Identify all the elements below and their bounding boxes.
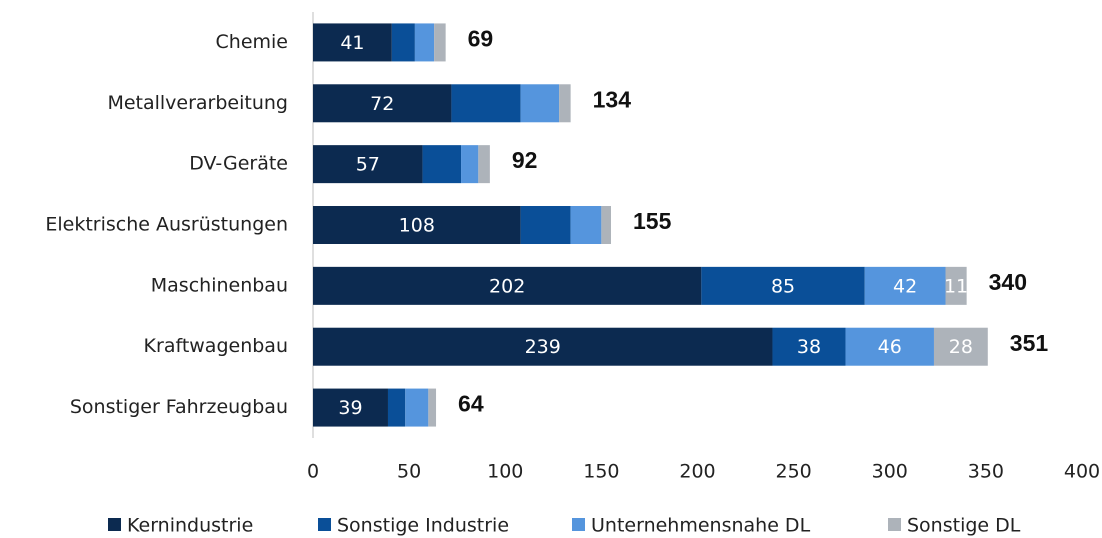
bar-segment (461, 145, 479, 184)
x-tick-label: 50 (397, 461, 421, 483)
value-label: 39 (338, 397, 362, 419)
bar-segment (387, 388, 406, 427)
value-label: 108 (399, 215, 435, 237)
bar-segment (434, 23, 446, 62)
bar-segment (559, 84, 571, 123)
x-tick-label: 100 (487, 461, 523, 483)
bar-segment (313, 327, 773, 366)
x-tick-label: 300 (872, 461, 908, 483)
x-tick-label: 400 (1064, 461, 1100, 483)
bar-segment (313, 23, 392, 62)
total-label: 340 (989, 269, 1027, 295)
bar-segment (313, 206, 521, 244)
legend-swatch (572, 518, 585, 531)
value-label: 202 (489, 275, 525, 297)
total-label: 155 (633, 208, 672, 234)
total-label: 64 (458, 391, 484, 417)
legend-swatch (318, 518, 331, 531)
category-label: Chemie (216, 31, 288, 53)
x-tick-label: 150 (583, 461, 619, 483)
category-label: DV-Geräte (189, 153, 288, 175)
bar-segment (478, 145, 490, 184)
legend-swatch (108, 518, 121, 531)
category-label: Elektrische Ausrüstungen (45, 214, 288, 236)
bar-segment (864, 266, 946, 305)
value-label: 72 (370, 93, 394, 115)
total-label: 351 (1010, 330, 1049, 356)
bar-segment (570, 206, 602, 244)
bar-segment (451, 84, 521, 123)
bar-segment (422, 145, 462, 184)
legend-label: Kernindustrie (127, 515, 253, 537)
total-label: 134 (593, 86, 632, 112)
legend-label: Sonstige Industrie (337, 515, 509, 537)
total-label: 92 (512, 147, 538, 173)
value-label: 85 (771, 275, 795, 297)
x-tick-label: 250 (775, 461, 811, 483)
bar-segment (945, 266, 967, 305)
bar-segment (313, 388, 388, 427)
bar-segment (313, 145, 423, 184)
bar-segment (391, 23, 415, 62)
bar-segment (933, 327, 988, 366)
category-label: Maschinenbau (151, 274, 288, 296)
bar-segment (428, 388, 437, 427)
category-label: Kraftwagenbau (144, 335, 288, 357)
total-label: 69 (468, 26, 494, 52)
category-label: Sonstiger Fahrzeugbau (70, 396, 288, 418)
x-tick-label: 350 (968, 461, 1004, 483)
value-label: 28 (949, 336, 973, 358)
value-label: 239 (525, 336, 561, 358)
bar-segment (520, 84, 560, 123)
x-tick-label: 200 (679, 461, 715, 483)
bar-segment (772, 327, 846, 366)
category-label: Metallverarbeitung (107, 92, 288, 114)
bar-segment (601, 206, 611, 244)
bar-segment (405, 388, 429, 427)
value-label: 41 (340, 32, 364, 54)
value-label: 42 (893, 275, 917, 297)
bar-segment (520, 206, 571, 244)
bar-segment (845, 327, 934, 366)
bar-segment (313, 84, 452, 123)
legend: Kernindustrie Sonstige Industrie Unternehm… (108, 515, 1021, 537)
legend-label: Unternehmensnahe DL (591, 515, 811, 537)
bar-segment (701, 266, 865, 305)
bar-segment (313, 266, 702, 305)
value-label: 57 (356, 154, 380, 176)
value-label: 46 (878, 336, 902, 358)
legend-swatch (888, 518, 901, 531)
bar-segment (414, 23, 435, 62)
value-label: 38 (797, 336, 821, 358)
legend-label: Sonstige DL (907, 515, 1021, 537)
x-tick-label: 0 (307, 461, 319, 483)
value-label: 11 (944, 275, 968, 297)
